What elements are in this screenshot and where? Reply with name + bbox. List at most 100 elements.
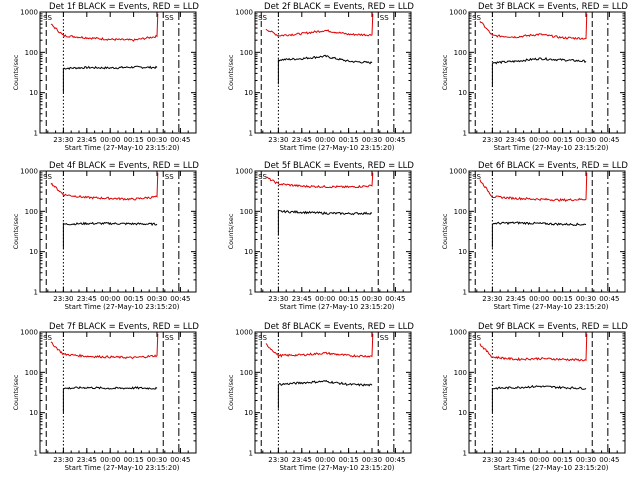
- x-tick-label: 00:15: [553, 136, 573, 144]
- y-axis-label: Counts/sec: [12, 374, 20, 410]
- y-axis-label: Counts/sec: [12, 213, 20, 249]
- y-tick-label: 1000: [20, 9, 38, 17]
- y-tick-label: 1000: [20, 168, 38, 176]
- ss-flag-label: SS: [380, 14, 389, 22]
- x-tick-label: 00:00: [100, 456, 120, 464]
- x-tick-label: 23:45: [506, 136, 526, 144]
- chart-title: Det 2f BLACK = Events, RED = LLD: [264, 2, 414, 12]
- y-tick-label: 10: [458, 89, 467, 97]
- y-tick-label: 1000: [20, 329, 38, 337]
- chart-panel-7: Det 7f BLACK = Events, RED = LLD 1 10 100 10…: [12, 322, 199, 472]
- y-tick-label: 1: [34, 450, 38, 458]
- y-tick-label: 10: [29, 248, 38, 256]
- series-events-line: [277, 379, 373, 409]
- x-tick-label: 23:45: [506, 295, 526, 303]
- y-axis-label: Counts/sec: [441, 374, 449, 410]
- x-tick-label: 00:00: [529, 136, 549, 144]
- x-tick-label: 23:45: [77, 456, 97, 464]
- series-lld-line: [479, 333, 588, 362]
- y-tick-label: 100: [25, 369, 38, 377]
- series-events-line: [491, 221, 587, 248]
- y-tick-label: 1: [463, 289, 467, 297]
- x-tick-label: 00:45: [599, 456, 619, 464]
- x-tick-label: 23:30: [53, 456, 73, 464]
- chart-panel-9: Det 9f BLACK = Events, RED = LLD 1 10 100 10…: [441, 322, 628, 472]
- series-lld-line: [50, 13, 159, 42]
- y-tick-label: 100: [454, 208, 467, 216]
- series-lld-line: [50, 333, 159, 360]
- x-tick-label: 00:45: [385, 456, 405, 464]
- chart-panel-5: Det 5f BLACK = Events, RED = LLD 1 10 100 10…: [227, 161, 414, 311]
- x-tick-label: 00:30: [362, 295, 382, 303]
- x-tick-label: 00:45: [170, 295, 190, 303]
- series-events-line: [277, 54, 373, 85]
- x-tick-label: 00:45: [599, 295, 619, 303]
- y-tick-label: 100: [454, 49, 467, 57]
- chart-panel-6: Det 6f BLACK = Events, RED = LLD 1 10 100 10…: [441, 161, 628, 311]
- series-lld-line: [265, 333, 374, 358]
- y-tick-label: 10: [29, 89, 38, 97]
- y-tick-label: 100: [240, 369, 253, 377]
- chart-title: Det 8f BLACK = Events, RED = LLD: [264, 322, 414, 332]
- y-tick-label: 1000: [449, 329, 467, 337]
- x-tick-label: 23:45: [77, 136, 97, 144]
- y-tick-label: 1000: [449, 168, 467, 176]
- ss-flag-label: SS: [472, 173, 481, 181]
- x-tick-label: 23:30: [268, 456, 288, 464]
- x-tick-label: 00:00: [315, 456, 335, 464]
- y-tick-label: 1000: [449, 9, 467, 17]
- y-tick-label: 100: [454, 369, 467, 377]
- x-tick-label: 00:15: [124, 295, 144, 303]
- x-axis-label: Start Time (27-May-10 23:15:20): [279, 303, 394, 311]
- series-lld-line: [265, 172, 374, 189]
- y-tick-label: 100: [25, 208, 38, 216]
- y-tick-label: 10: [458, 409, 467, 417]
- x-tick-label: 00:15: [553, 456, 573, 464]
- y-axis-label: Counts/sec: [441, 213, 449, 249]
- y-tick-label: 1: [34, 130, 38, 138]
- chart-panel-3: Det 3f BLACK = Events, RED = LLD 1 10 100 10…: [441, 2, 628, 152]
- series-events-line: [62, 385, 158, 413]
- chart-title: Det 9f BLACK = Events, RED = LLD: [478, 322, 628, 332]
- x-tick-label: 00:45: [170, 456, 190, 464]
- x-tick-label: 23:30: [482, 136, 502, 144]
- x-tick-label: 00:45: [385, 136, 405, 144]
- y-axis-label: Counts/sec: [441, 54, 449, 90]
- y-tick-label: 1: [249, 289, 253, 297]
- y-tick-label: 10: [458, 248, 467, 256]
- ss-flag-label: SS: [258, 173, 267, 181]
- ss-flag-label: SS: [472, 14, 481, 22]
- ss-flag-label: SS: [472, 334, 481, 342]
- ss-flag-label: SS: [43, 173, 52, 181]
- chart-title: Det 5f BLACK = Events, RED = LLD: [264, 161, 414, 171]
- x-tick-label: 00:30: [147, 136, 167, 144]
- x-axis-label: Start Time (27-May-10 23:15:20): [64, 144, 179, 152]
- y-tick-label: 100: [240, 49, 253, 57]
- y-tick-label: 1: [249, 450, 253, 458]
- chart-panel-4: Det 4f BLACK = Events, RED = LLD 1 10 100 10…: [12, 161, 199, 311]
- x-tick-label: 00:00: [315, 136, 335, 144]
- x-axis-label: Start Time (27-May-10 23:15:20): [493, 144, 608, 152]
- ss-flag-label: SS: [258, 334, 267, 342]
- series-events-line: [62, 65, 158, 93]
- x-tick-label: 00:30: [576, 136, 596, 144]
- x-tick-label: 00:30: [147, 295, 167, 303]
- y-tick-label: 1: [463, 130, 467, 138]
- x-tick-label: 00:00: [100, 295, 120, 303]
- x-tick-label: 23:30: [268, 295, 288, 303]
- chart-title: Det 4f BLACK = Events, RED = LLD: [49, 161, 199, 171]
- y-axis-label: Counts/sec: [227, 213, 235, 249]
- x-tick-label: 00:30: [147, 456, 167, 464]
- chart-title: Det 6f BLACK = Events, RED = LLD: [478, 161, 628, 171]
- y-tick-label: 10: [244, 409, 253, 417]
- series-lld-line: [265, 13, 374, 37]
- series-lld-line: [50, 172, 159, 201]
- ss-flag-label: SS: [165, 334, 174, 342]
- chart-panel-2: Det 2f BLACK = Events, RED = LLD 1 10 100 10…: [227, 2, 414, 152]
- chart-title: Det 7f BLACK = Events, RED = LLD: [49, 322, 199, 332]
- ss-flag-label: SS: [43, 334, 52, 342]
- series-events-line: [491, 56, 587, 88]
- x-tick-label: 00:15: [124, 136, 144, 144]
- x-tick-label: 00:15: [339, 136, 359, 144]
- y-tick-label: 1: [249, 130, 253, 138]
